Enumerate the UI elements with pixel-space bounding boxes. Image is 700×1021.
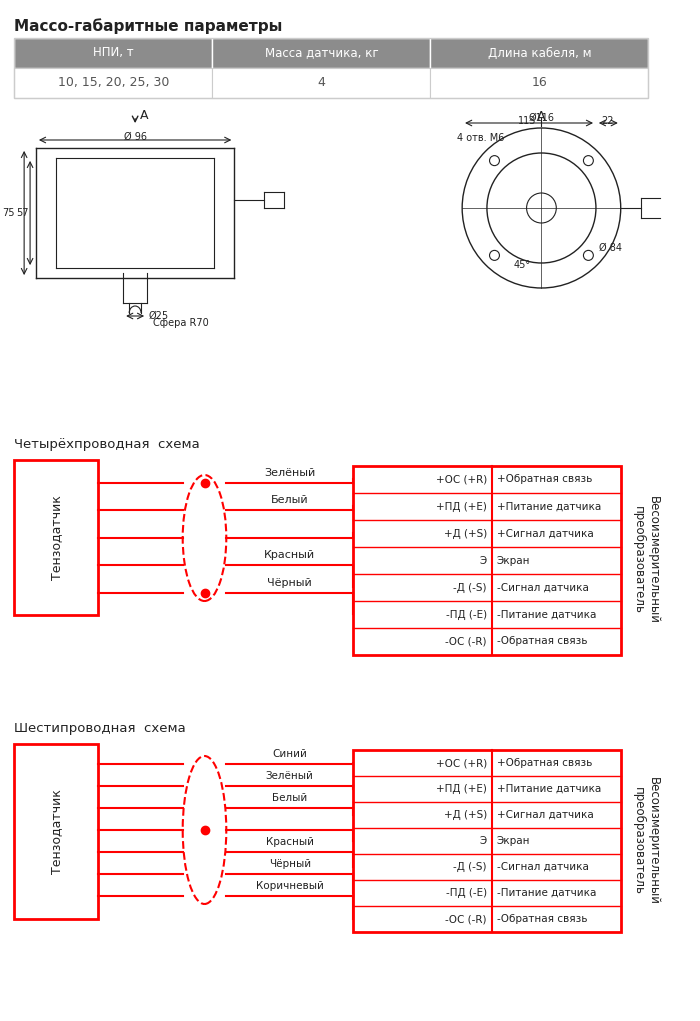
Text: -Питание датчика: -Питание датчика: [497, 888, 596, 898]
Text: Четырёхпроводная  схема: Четырёхпроводная схема: [14, 438, 200, 451]
Text: Зелёный: Зелёный: [266, 771, 314, 781]
Text: Длина кабеля, м: Длина кабеля, м: [488, 47, 592, 59]
Text: 22: 22: [601, 116, 614, 126]
Text: +ОС (+R): +ОС (+R): [435, 758, 487, 768]
Text: 57: 57: [17, 208, 29, 218]
Text: 113: 113: [519, 116, 537, 126]
Text: Массо-габаритные параметры: Массо-габаритные параметры: [14, 18, 283, 34]
Text: Чёрный: Чёрный: [267, 578, 312, 588]
FancyBboxPatch shape: [14, 38, 212, 68]
Text: Ø 96: Ø 96: [124, 132, 146, 142]
Text: +Д (+S): +Д (+S): [444, 529, 487, 538]
FancyBboxPatch shape: [430, 68, 648, 98]
Text: -Обратная связь: -Обратная связь: [497, 914, 587, 924]
Text: -Питание датчика: -Питание датчика: [497, 610, 596, 620]
FancyBboxPatch shape: [212, 68, 430, 98]
Text: Ø 84: Ø 84: [599, 243, 622, 253]
FancyBboxPatch shape: [354, 466, 621, 655]
Text: Чёрный: Чёрный: [269, 859, 311, 869]
FancyBboxPatch shape: [354, 750, 621, 932]
Text: Белый: Белый: [272, 793, 307, 803]
Text: -Сигнал датчика: -Сигнал датчика: [497, 862, 589, 872]
Text: Весоизмерительный
преобразователь: Весоизмерительный преобразователь: [631, 777, 659, 905]
Text: -ПД (-Е): -ПД (-Е): [446, 610, 487, 620]
Text: Масса датчика, кг: Масса датчика, кг: [265, 47, 378, 59]
Text: -ОС (-R): -ОС (-R): [445, 636, 487, 646]
FancyBboxPatch shape: [14, 460, 99, 615]
Text: +Сигнал датчика: +Сигнал датчика: [497, 529, 594, 538]
Text: Зелёный: Зелёный: [264, 468, 316, 478]
Text: Синий: Синий: [272, 749, 307, 759]
Text: Сфера R70: Сфера R70: [153, 318, 209, 328]
Text: Шестипроводная  схема: Шестипроводная схема: [14, 722, 186, 735]
Text: Экран: Экран: [497, 555, 531, 566]
FancyBboxPatch shape: [14, 744, 99, 919]
Text: Э: Э: [480, 836, 487, 846]
Text: Весоизмерительный
преобразователь: Весоизмерительный преобразователь: [631, 496, 659, 625]
Text: +Обратная связь: +Обратная связь: [497, 758, 592, 768]
Text: +Обратная связь: +Обратная связь: [497, 475, 592, 485]
Text: +ПД (+Е): +ПД (+Е): [436, 501, 487, 512]
Text: -Д (-S): -Д (-S): [454, 862, 487, 872]
Text: Коричневый: Коричневый: [256, 881, 323, 891]
Text: +Питание датчика: +Питание датчика: [497, 784, 601, 794]
Text: Красный: Красный: [264, 550, 315, 560]
FancyBboxPatch shape: [430, 38, 648, 68]
Text: A: A: [140, 109, 148, 123]
Text: 45°: 45°: [514, 260, 531, 270]
Text: Ø25: Ø25: [149, 311, 169, 321]
Text: 4: 4: [318, 77, 326, 90]
Text: НПИ, т: НПИ, т: [93, 47, 134, 59]
Text: +ОС (+R): +ОС (+R): [435, 475, 487, 485]
Text: -Сигнал датчика: -Сигнал датчика: [497, 583, 589, 592]
Text: A: A: [537, 110, 546, 123]
Text: Тензодатчик: Тензодатчик: [50, 789, 63, 874]
Text: Ø116: Ø116: [528, 113, 554, 123]
Text: -Обратная связь: -Обратная связь: [497, 636, 587, 646]
Text: +Сигнал датчика: +Сигнал датчика: [497, 810, 594, 820]
Text: 10, 15, 20, 25, 30: 10, 15, 20, 25, 30: [57, 77, 169, 90]
Text: 4 отв. М6: 4 отв. М6: [457, 133, 505, 143]
Text: -Д (-S): -Д (-S): [454, 583, 487, 592]
Text: Экран: Экран: [497, 836, 531, 846]
Text: Тензодатчик: Тензодатчик: [50, 495, 63, 580]
Text: Э: Э: [480, 555, 487, 566]
Text: +ПД (+Е): +ПД (+Е): [436, 784, 487, 794]
FancyBboxPatch shape: [212, 38, 430, 68]
Text: +Питание датчика: +Питание датчика: [497, 501, 601, 512]
Text: 16: 16: [531, 77, 547, 90]
Text: Белый: Белый: [271, 495, 309, 505]
Text: +Д (+S): +Д (+S): [444, 810, 487, 820]
Text: 75: 75: [1, 208, 14, 218]
Text: -ПД (-Е): -ПД (-Е): [446, 888, 487, 898]
Text: -ОС (-R): -ОС (-R): [445, 914, 487, 924]
Text: Красный: Красный: [266, 837, 314, 847]
FancyBboxPatch shape: [14, 68, 212, 98]
